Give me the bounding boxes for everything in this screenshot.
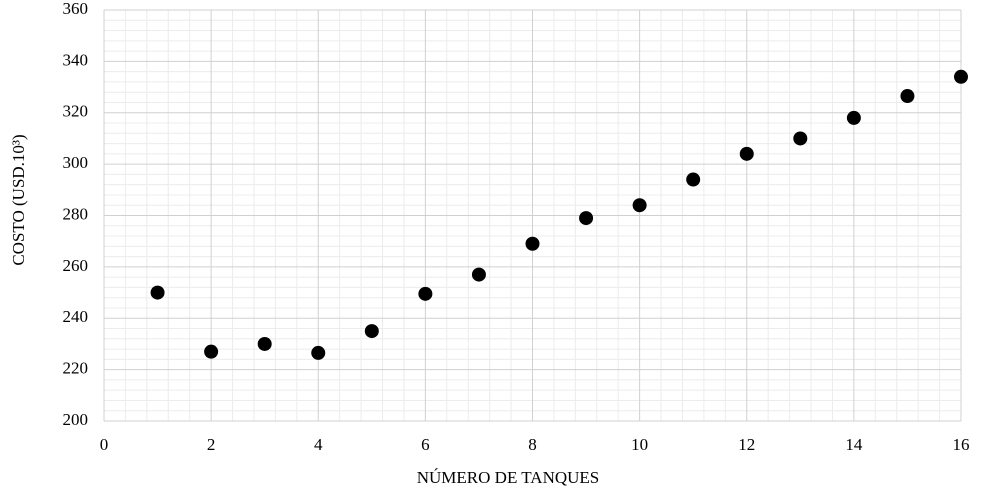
point	[364, 324, 379, 339]
y-tick-label: 300	[63, 153, 89, 172]
y-tick-label: 260	[63, 256, 89, 275]
point	[525, 236, 540, 251]
y-tick-label: 200	[63, 410, 89, 429]
point	[204, 344, 219, 359]
x-tick-label: 6	[421, 435, 430, 454]
point	[418, 286, 433, 301]
point	[471, 267, 486, 282]
x-tick-label: 2	[207, 435, 216, 454]
x-tick-label: 10	[631, 435, 648, 454]
y-tick-label: 280	[63, 204, 89, 223]
x-tick-label: 4	[314, 435, 323, 454]
point	[150, 285, 165, 300]
point	[793, 131, 808, 146]
point	[686, 172, 701, 187]
point	[257, 336, 272, 351]
point	[954, 69, 968, 84]
y-tick-label: 360	[63, 0, 89, 18]
point	[632, 198, 647, 213]
point	[900, 89, 915, 104]
x-tick-label: 0	[100, 435, 109, 454]
point	[579, 211, 594, 226]
point	[846, 110, 861, 125]
x-axis-label: NÚMERO DE TANQUES	[417, 468, 600, 487]
x-tick-label: 16	[953, 435, 970, 454]
y-tick-label: 220	[63, 359, 89, 378]
y-tick-label: 340	[63, 50, 89, 69]
point	[311, 345, 326, 360]
y-axis-label: COSTO (USD.10³)	[9, 134, 28, 265]
x-tick-label: 14	[845, 435, 863, 454]
x-tick-label: 8	[528, 435, 537, 454]
y-tick-label: 240	[63, 307, 89, 326]
point	[739, 146, 754, 161]
x-tick-label: 12	[738, 435, 755, 454]
y-tick-label: 320	[63, 102, 89, 121]
